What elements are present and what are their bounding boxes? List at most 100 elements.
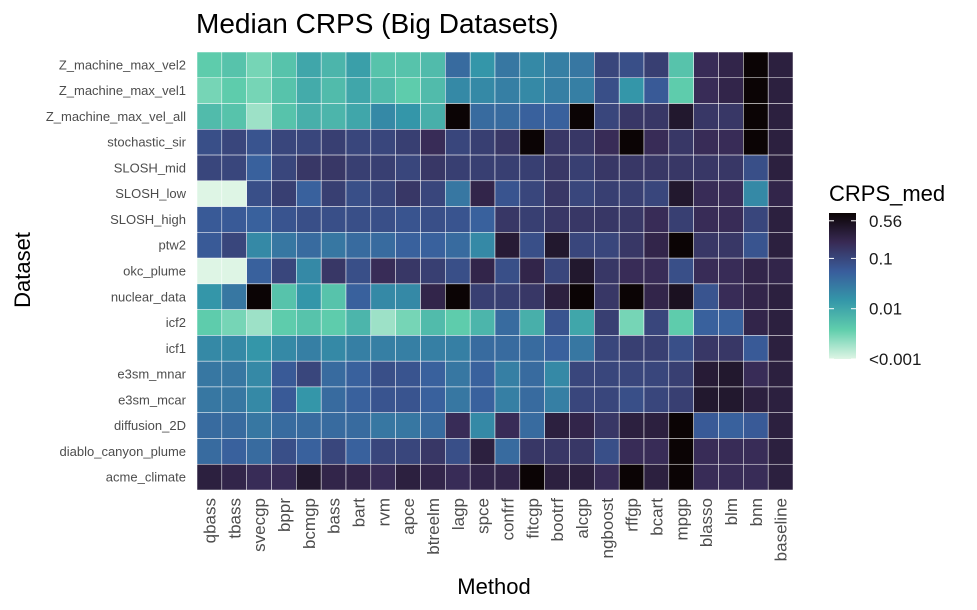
heatmap-cell-icf2-qbass (196, 309, 223, 336)
heatmap-cell-slosh-high-ngboost (594, 206, 620, 233)
heatmap-cell-e3sm-mcar-baseline (767, 386, 794, 413)
heatmap-cell-e3sm-mnar-apce (395, 360, 421, 388)
heatmap-cell-stochastic-sir-rvm (370, 129, 396, 156)
heatmap-cell-slosh-mid-mpgp (668, 154, 694, 182)
heatmap-cell-diffusion-2d-spce (469, 412, 496, 439)
heatmap-cell-e3sm-mnar-svecgp (246, 360, 272, 388)
heatmap-cell-acme-climate-spce (469, 463, 496, 491)
heatmap-cell-z-machine-max-vel2-bcmgp (296, 51, 322, 79)
heatmap-cell-slosh-high-blm (718, 206, 744, 233)
heatmap-cell-icf2-bootrf (544, 309, 570, 336)
heatmap-cell-icf2-mpgp (668, 309, 694, 336)
heatmap-cell-nuclear-data-spce (469, 283, 496, 310)
heatmap-cell-diffusion-2d-blm (718, 412, 744, 439)
heatmap-cell-diffusion-2d-rffgp (618, 412, 645, 439)
heatmap-cell-diablo-canyon-plume-bnn (743, 438, 769, 465)
heatmap-cell-ptw2-ngboost (594, 232, 620, 259)
heatmap-cell-ptw2-btreelm (420, 232, 446, 259)
heatmap-cells (196, 51, 794, 491)
heatmap-cell-icf1-ngboost (594, 335, 620, 362)
heatmap-cell-stochastic-sir-bcart (643, 129, 670, 156)
x-axis-title: Method (457, 574, 530, 599)
heatmap-cell-acme-climate-qbass (196, 463, 223, 491)
heatmap-cell-diablo-canyon-plume-bass (320, 438, 347, 465)
heatmap-cell-e3sm-mnar-blasso (693, 360, 719, 388)
heatmap-cell-z-machine-max-vel-all-fitcgp (519, 103, 545, 130)
heatmap-cell-e3sm-mnar-baseline (767, 360, 794, 388)
heatmap-cell-stochastic-sir-svecgp (246, 129, 272, 156)
heatmap-cell-slosh-low-ngboost (594, 180, 620, 207)
heatmap-cell-diffusion-2d-fitcgp (519, 412, 545, 439)
heatmap-cell-diffusion-2d-bootrf (544, 412, 570, 439)
heatmap-cell-z-machine-max-vel-all-mpgp (668, 103, 694, 130)
heatmap-cell-slosh-mid-bass (320, 154, 347, 182)
heatmap-cell-slosh-low-blasso (693, 180, 719, 207)
heatmap-cell-e3sm-mcar-alcgp (569, 386, 595, 413)
heatmap-cell-slosh-mid-bcart (643, 154, 670, 182)
heatmap-cell-slosh-low-bass (320, 180, 347, 207)
heatmap-cell-slosh-low-fitcgp (519, 180, 545, 207)
heatmap-cell-stochastic-sir-baseline (767, 129, 794, 156)
heatmap-cell-e3sm-mnar-lagp (445, 360, 471, 388)
heatmap-cell-e3sm-mnar-ngboost (594, 360, 620, 388)
heatmap-cell-z-machine-max-vel2-spce (469, 51, 496, 79)
legend-tick-label: 0.1 (869, 249, 893, 268)
heatmap-cell-e3sm-mnar-bart (345, 360, 372, 388)
heatmap-cell-nuclear-data-rffgp (618, 283, 645, 310)
heatmap-cell-icf1-blm (718, 335, 744, 362)
heatmap-cell-e3sm-mcar-bart (345, 386, 372, 413)
heatmap-cell-icf2-blasso (693, 309, 719, 336)
heatmap-cell-slosh-mid-bart (345, 154, 372, 182)
heatmap-cell-z-machine-max-vel2-mpgp (668, 51, 694, 79)
heatmap-cell-z-machine-max-vel-all-rvm (370, 103, 396, 130)
heatmap-cell-slosh-low-bart (345, 180, 372, 207)
heatmap-cell-z-machine-max-vel1-rvm (370, 77, 396, 104)
heatmap-cell-diablo-canyon-plume-rffgp (618, 438, 645, 465)
heatmap-cell-acme-climate-blm (718, 463, 744, 491)
heatmap-cell-slosh-high-btreelm (420, 206, 446, 233)
heatmap-cell-z-machine-max-vel1-btreelm (420, 77, 446, 104)
heatmap-cell-nuclear-data-bnn (743, 283, 769, 310)
heatmap-cell-ptw2-alcgp (569, 232, 595, 259)
heatmap-cell-z-machine-max-vel1-fitcgp (519, 77, 545, 104)
y-tick-label: okc_plume (123, 264, 186, 279)
x-tick-label: rffgp (623, 498, 642, 532)
heatmap-cell-slosh-mid-bppr (271, 154, 297, 182)
heatmap-cell-z-machine-max-vel2-bppr (271, 51, 297, 79)
heatmap-cell-z-machine-max-vel2-apce (395, 51, 421, 79)
heatmap-cell-nuclear-data-blm (718, 283, 744, 310)
heatmap-cell-okc-plume-lagp (445, 257, 471, 285)
x-tick-label: alcgp (573, 498, 592, 539)
heatmap-cell-z-machine-max-vel2-rffgp (618, 51, 645, 79)
heatmap-cell-nuclear-data-blasso (693, 283, 719, 310)
heatmap-cell-diffusion-2d-rvm (370, 412, 396, 439)
heatmap-cell-icf1-bart (345, 335, 372, 362)
heatmap-cell-e3sm-mnar-fitcgp (519, 360, 545, 388)
heatmap-cell-acme-climate-blasso (693, 463, 719, 491)
heatmap-cell-slosh-high-mpgp (668, 206, 694, 233)
heatmap-cell-z-machine-max-vel2-bnn (743, 51, 769, 79)
heatmap-cell-e3sm-mnar-tbass (221, 360, 247, 388)
heatmap-cell-e3sm-mcar-rffgp (618, 386, 645, 413)
legend-tick-label: <0.001 (869, 350, 921, 369)
heatmap-cell-acme-climate-bootrf (544, 463, 570, 491)
heatmap-cell-okc-plume-rffgp (618, 257, 645, 285)
heatmap-cell-diffusion-2d-bppr (271, 412, 297, 439)
y-tick-label: stochastic_sir (107, 135, 186, 150)
heatmap-cell-icf2-confrf (494, 309, 521, 336)
y-tick-label: e3sm_mnar (117, 367, 186, 382)
y-tick-label: nuclear_data (111, 289, 187, 304)
heatmap-cell-slosh-mid-spce (469, 154, 496, 182)
heatmap-cell-diablo-canyon-plume-confrf (494, 438, 521, 465)
x-tick-labels: qbass tbass svecgp bppr bcmgp bass bart rvm apce… (200, 498, 790, 562)
heatmap-cell-okc-plume-bcmgp (296, 257, 322, 285)
heatmap-cell-diablo-canyon-plume-qbass (196, 438, 223, 465)
heatmap-cell-icf1-bnn (743, 335, 769, 362)
heatmap-cell-ptw2-bootrf (544, 232, 570, 259)
heatmap-cell-nuclear-data-lagp (445, 283, 471, 310)
heatmap-cell-ptw2-bart (345, 232, 372, 259)
heatmap-cell-slosh-mid-rvm (370, 154, 396, 182)
heatmap-cell-acme-climate-svecgp (246, 463, 272, 491)
heatmap-cell-icf2-spce (469, 309, 496, 336)
